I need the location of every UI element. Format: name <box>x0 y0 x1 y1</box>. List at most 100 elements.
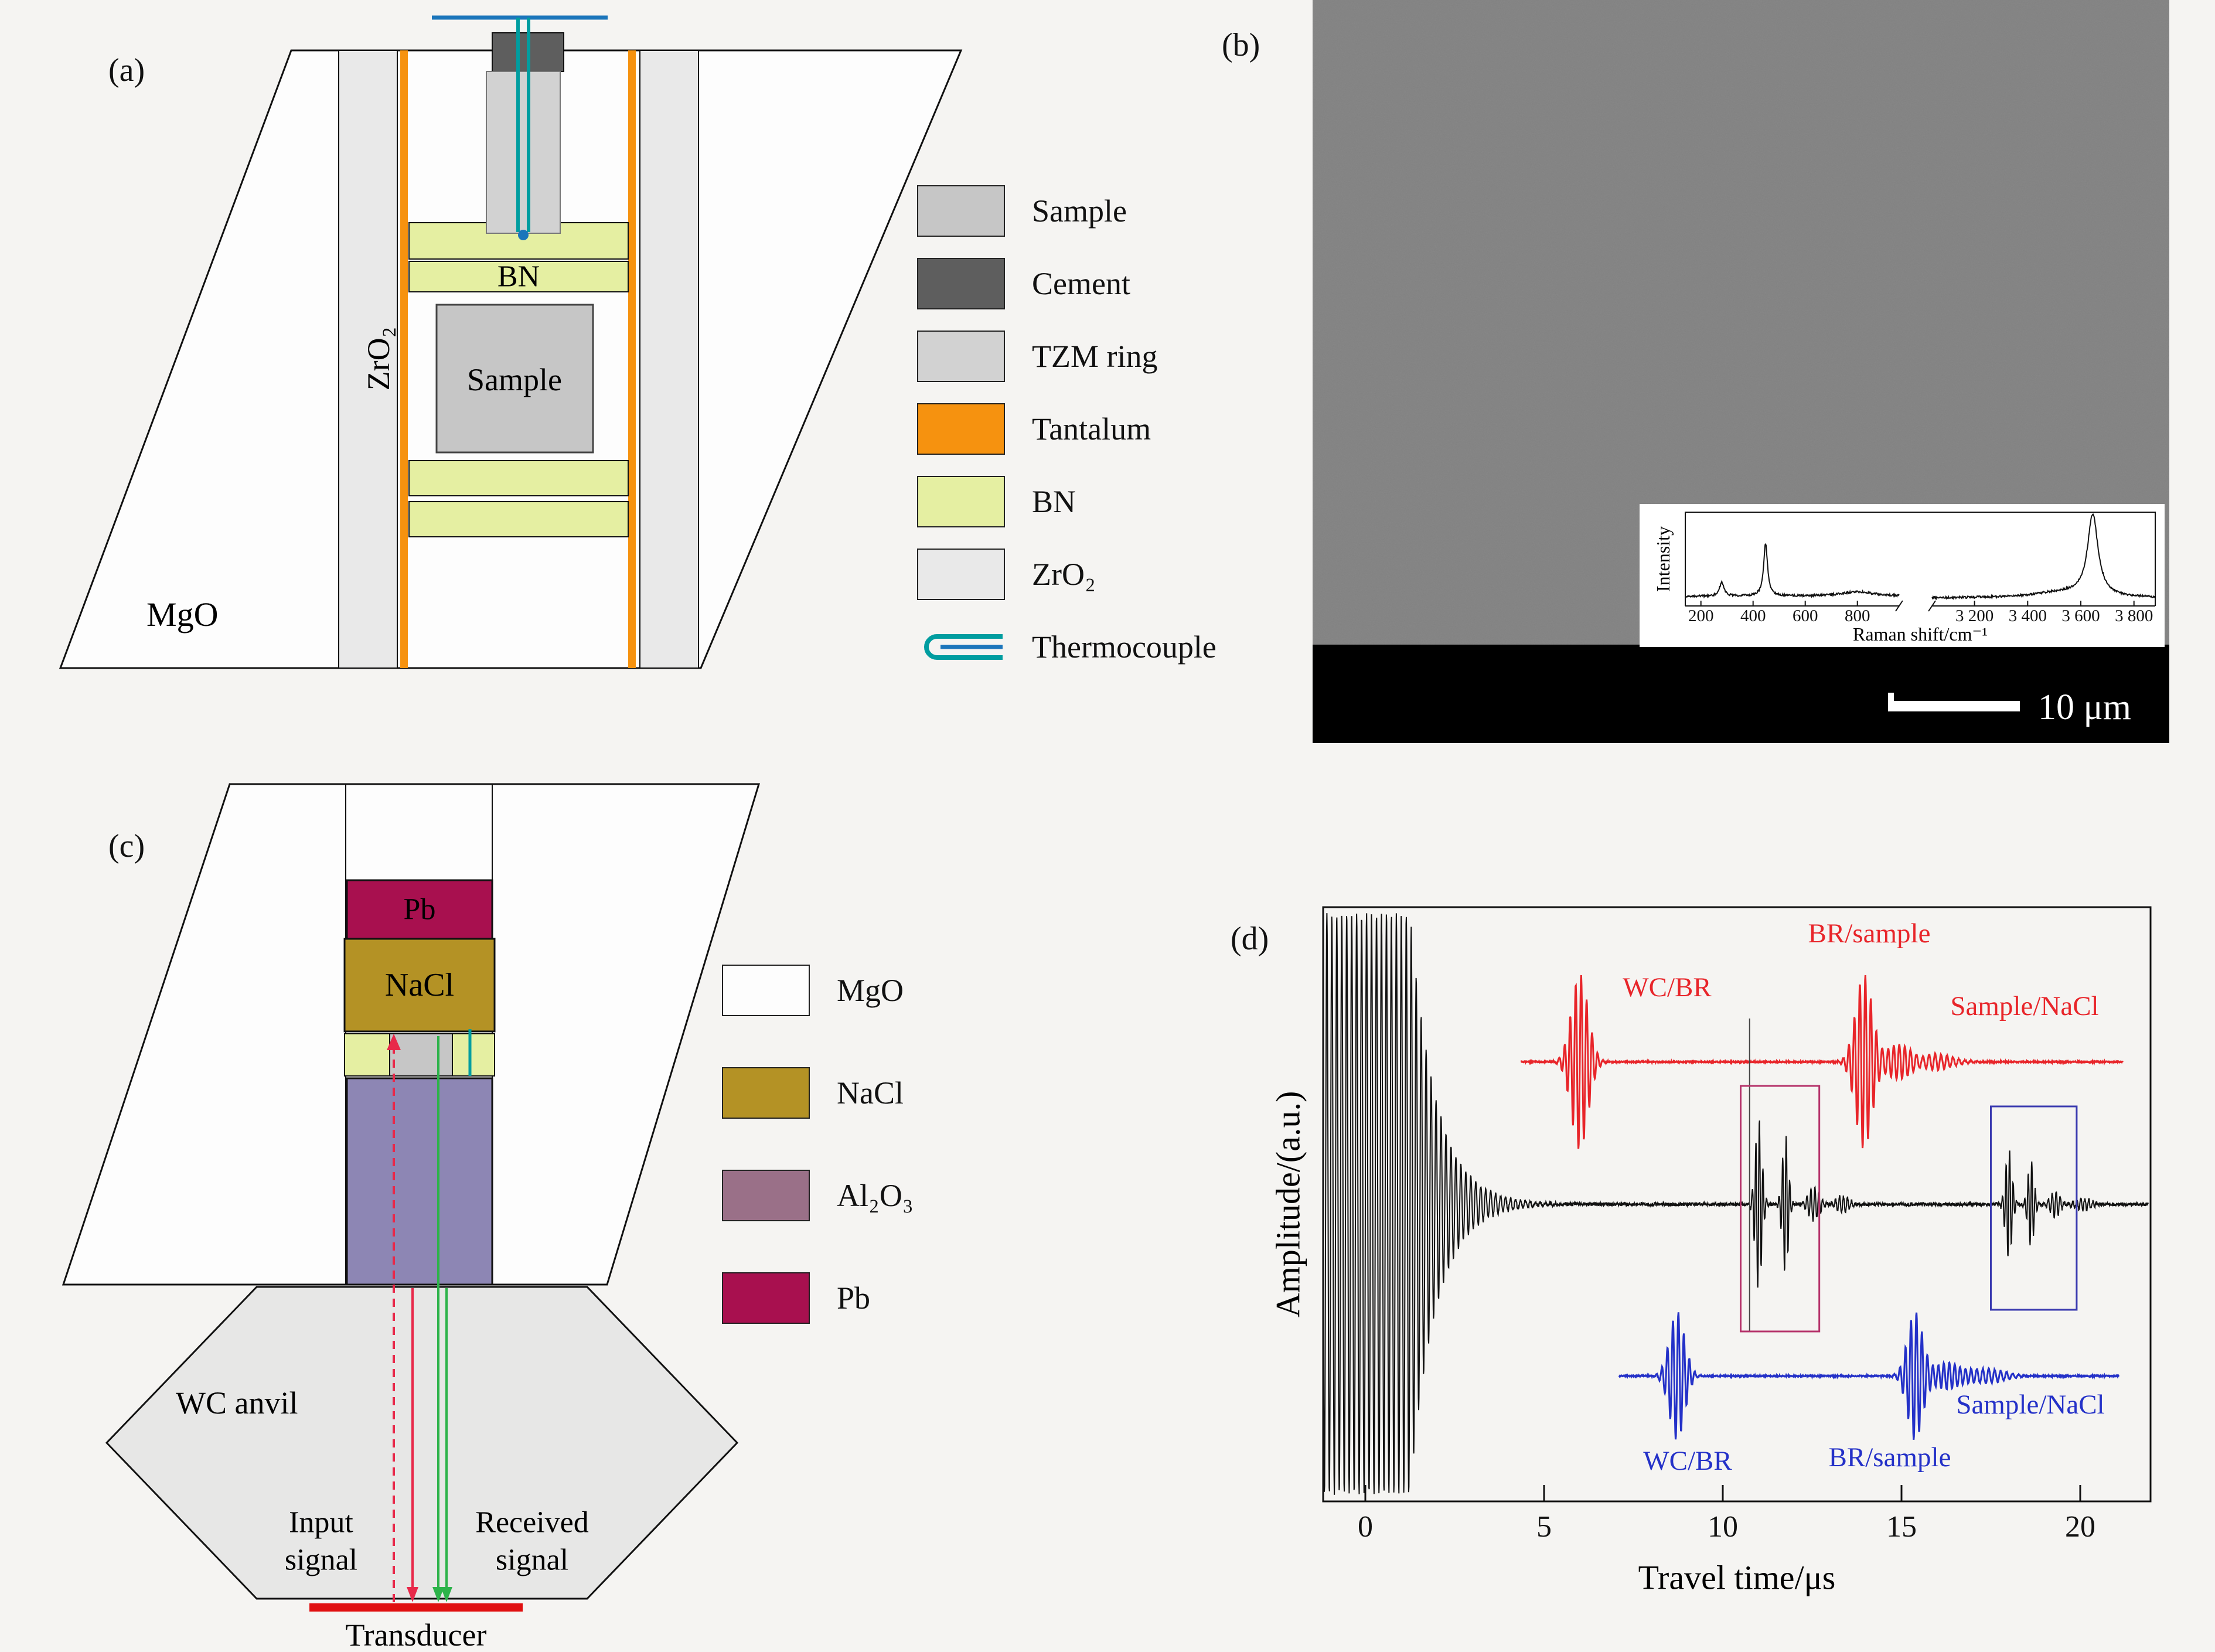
legend-item-thermocouple: Thermocouple <box>917 621 1216 673</box>
wave-x-axis-label: Travel time/μs <box>1638 1559 1836 1597</box>
x-tick-label: 10 <box>1708 1510 1738 1544</box>
received-signal-label-line1: Received <box>475 1506 588 1539</box>
zro2-column-left <box>338 50 398 669</box>
wave-y-axis-label: Amplitude/(a.u.) <box>1269 1091 1307 1318</box>
legend-swatch-al2o3 <box>722 1170 810 1221</box>
wave-annotation: Sample/NaCl <box>1956 1389 2104 1420</box>
input-signal-label-line1: Input <box>289 1506 353 1539</box>
mgo-block-c <box>62 783 761 1286</box>
legend-label-pb: Pb <box>837 1280 871 1316</box>
legend-swatch-pb <box>722 1272 810 1324</box>
zro2-column-right <box>639 50 699 669</box>
wc-anvil <box>105 1286 739 1600</box>
legend-label-thermocouple: Thermocouple <box>1032 629 1216 665</box>
received-signal-arrowhead-1 <box>432 1587 444 1602</box>
legend-swatch-cement <box>917 258 1005 309</box>
wc-anvil-label: WC anvil <box>176 1385 298 1421</box>
received-signal-arrowhead-2 <box>441 1587 452 1602</box>
legend-panel-c: MgO NaCl Al₂O₃ Pb <box>722 964 914 1324</box>
plot-frame <box>1322 906 2152 1503</box>
x-tick-label: 20 <box>2065 1510 2095 1544</box>
pb-block <box>346 879 493 940</box>
legend-swatch-bn <box>917 476 1005 527</box>
legend-item-mgo: MgO <box>722 964 914 1017</box>
legend-panel-a: Sample Cement TZM ring Tantalum BN ZrO₂ <box>917 185 1216 673</box>
transducer-label: Transducer <box>346 1617 487 1652</box>
legend-swatch-nacl <box>722 1067 810 1119</box>
received-signal-label-line2: signal <box>496 1544 568 1577</box>
input-signal-label-line2: signal <box>285 1544 357 1577</box>
legend-label-tzm-ring: TZM ring <box>1032 339 1158 374</box>
cement-cap <box>492 32 564 72</box>
scale-bar <box>1888 701 2020 711</box>
thermocouple-icon <box>924 634 1003 660</box>
x-tick-label: 0 <box>1358 1510 1373 1544</box>
wave-annotation: BR/sample <box>1829 1442 1951 1473</box>
legend-label-cement: Cement <box>1032 266 1130 301</box>
bn-slab-4 <box>408 501 629 537</box>
buffer-rod <box>346 1077 493 1286</box>
legend-swatch-tzm-ring <box>917 331 1005 382</box>
bn-slab-2 <box>408 261 629 292</box>
legend-label-zro2: ZrO₂ <box>1032 557 1096 592</box>
legend-swatch-zro2 <box>917 549 1005 600</box>
legend-item-tzm-ring: TZM ring <box>917 331 1216 382</box>
transducer-bar <box>309 1603 523 1612</box>
x-tick-label: 15 <box>1886 1510 1917 1544</box>
bn-slab-3 <box>408 460 629 496</box>
legend-label-sample: Sample <box>1032 193 1127 229</box>
zro2-label: ZrO₂ <box>361 327 396 391</box>
scale-bar-cap <box>1888 693 1894 711</box>
panel-label-a: (a) <box>108 52 145 88</box>
waveform-trace-red <box>1520 975 2124 1149</box>
legend-item-cement: Cement <box>917 258 1216 309</box>
legend-swatch-mgo <box>722 965 810 1016</box>
legend-item-al2o3: Al₂O₃ <box>722 1169 914 1222</box>
legend-label-al2o3: Al₂O₃ <box>837 1178 914 1213</box>
bn-spacer-left <box>344 1033 390 1077</box>
waveform-trace-main <box>1323 913 2149 1495</box>
nacl-block <box>343 938 496 1033</box>
legend-label-tantalum: Tantalum <box>1032 411 1151 447</box>
legend-item-pb: Pb <box>722 1272 914 1324</box>
tantalum-foil-left <box>400 50 408 668</box>
mgo-label: MgO <box>146 595 218 633</box>
tzm-ring-column <box>486 71 561 234</box>
panel-label-d: (d) <box>1231 921 1269 957</box>
scale-bar-label: 10 μm <box>2038 687 2131 727</box>
echo-highlight-box-1 <box>1740 1085 1821 1333</box>
tantalum-foil-right <box>628 50 636 668</box>
wave-annotation: WC/BR <box>1643 1446 1732 1476</box>
panel-label-c: (c) <box>108 828 145 864</box>
reflected-signal-arrowhead <box>407 1587 418 1602</box>
bn-slab-1 <box>408 222 629 260</box>
thermocouple-junction <box>518 230 529 240</box>
legend-label-mgo: MgO <box>837 973 904 1008</box>
nacl-label: NaCl <box>385 967 454 1003</box>
legend-item-nacl: NaCl <box>722 1067 914 1119</box>
legend-item-zro2: ZrO₂ <box>917 549 1216 600</box>
wave-annotation: BR/sample <box>1808 918 1931 949</box>
legend-swatch-sample <box>917 185 1005 237</box>
x-tick-label: 5 <box>1536 1510 1552 1544</box>
wave-annotation: Sample/NaCl <box>1950 991 2098 1021</box>
legend-label-bn: BN <box>1032 484 1076 519</box>
echo-highlight-box-2 <box>1990 1105 2078 1311</box>
panel-label-b: (b) <box>1222 27 1260 63</box>
raman-inset-panel <box>1640 504 2165 647</box>
pb-label: Pb <box>404 893 436 927</box>
waveform-trace-blue <box>1618 1312 2120 1440</box>
wave-annotation: WC/BR <box>1623 972 1712 1003</box>
sample-label: Sample <box>467 362 562 397</box>
input-signal-arrowhead <box>387 1034 401 1050</box>
legend-item-bn: BN <box>917 476 1216 527</box>
sample-block-c <box>389 1033 453 1077</box>
mgo-block <box>59 49 963 669</box>
legend-swatch-tantalum <box>917 403 1005 455</box>
bn-label: BN <box>497 260 540 294</box>
sample-block <box>435 304 594 454</box>
legend-item-tantalum: Tantalum <box>917 403 1216 455</box>
sem-micrograph <box>1313 0 2169 743</box>
legend-item-sample: Sample <box>917 185 1216 237</box>
